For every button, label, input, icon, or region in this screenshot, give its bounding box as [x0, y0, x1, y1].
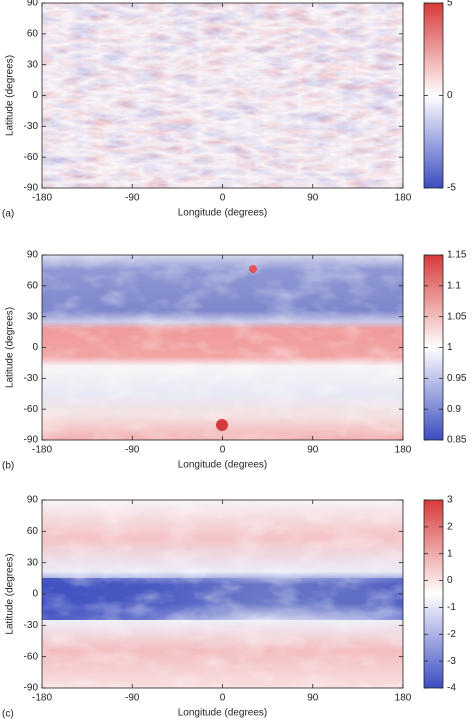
panel-label: (a): [2, 209, 14, 220]
y-tick-label: -30: [24, 121, 39, 132]
colorbar-tick-label: 1: [447, 342, 453, 353]
y-tick-label: 90: [27, 250, 39, 261]
y-axis-label: Latitude (degrees): [5, 307, 16, 388]
colorbar-tick-label: -4: [447, 683, 456, 694]
x-tick-label: -180: [32, 693, 52, 704]
x-tick-label: 90: [307, 445, 319, 456]
x-tick-label: -180: [32, 193, 52, 204]
panel-label: (b): [2, 461, 14, 472]
y-tick-label: -60: [24, 152, 39, 163]
x-tick-label: 180: [395, 693, 412, 704]
x-tick-label: 0: [220, 193, 226, 204]
y-tick-label: -90: [24, 183, 39, 194]
colorbar-tick-label: 1.1: [447, 280, 461, 291]
x-axis-label: Longitude (degrees): [178, 208, 268, 219]
colorbar-frame: [423, 499, 444, 689]
y-axis-label: Latitude (degrees): [5, 55, 16, 136]
y-axis-label: Latitude (degrees): [5, 553, 16, 634]
field-texture: [42, 255, 403, 440]
colorbar-tick-label: 2: [447, 521, 453, 532]
panel-label: (c): [2, 709, 14, 720]
y-tick-label: 60: [27, 280, 39, 291]
colorbar: [424, 255, 443, 440]
x-tick-label: 180: [395, 445, 412, 456]
colorbar-tick-label: 0.9: [447, 404, 461, 415]
colorbar: [424, 3, 443, 188]
y-tick-label: 0: [32, 90, 38, 101]
y-tick-label: -60: [24, 651, 39, 662]
colorbar-tick-label: -2: [447, 629, 456, 640]
x-axis-label: Longitude (degrees): [178, 708, 268, 719]
y-tick-label: 60: [27, 526, 39, 537]
colorbar-tick-label: 3: [447, 495, 453, 506]
field-texture: [42, 500, 403, 688]
colorbar-tick-label: -3: [447, 656, 456, 667]
colorbar-tick-label: 0: [447, 575, 453, 586]
y-tick-label: -60: [24, 404, 39, 415]
y-tick-label: 30: [27, 59, 39, 70]
colorbar-tick-label: 0: [447, 90, 453, 101]
field-texture: [42, 3, 403, 188]
y-tick-label: 90: [27, 495, 39, 506]
colorbar-tick-label: 0.85: [447, 435, 467, 446]
y-tick-label: -90: [24, 683, 39, 694]
x-tick-label: 0: [220, 693, 226, 704]
y-tick-label: -90: [24, 435, 39, 446]
colorbar-tick-label: 0.95: [447, 373, 467, 384]
colorbar-tick-label: 1.15: [447, 250, 467, 261]
colorbar-tick-label: 1.05: [447, 311, 467, 322]
y-tick-label: 60: [27, 28, 39, 39]
y-tick-label: -30: [24, 373, 39, 384]
colorbar-tick-label: 5: [447, 0, 453, 9]
colorbar-tick-label: -5: [447, 183, 456, 194]
y-tick-label: 30: [27, 311, 39, 322]
y-tick-label: -30: [24, 620, 39, 631]
y-tick-label: 0: [32, 342, 38, 353]
x-tick-label: 180: [395, 193, 412, 204]
x-tick-label: 0: [220, 445, 226, 456]
colorbar: [424, 500, 443, 688]
colorbar-tick-label: -1: [447, 602, 456, 613]
colorbar-tick-label: 1: [447, 548, 453, 559]
y-tick-label: 30: [27, 557, 39, 568]
x-tick-label: -90: [125, 693, 140, 704]
x-tick-label: 90: [307, 193, 319, 204]
x-tick-label: 90: [307, 693, 319, 704]
x-axis-label: Longitude (degrees): [178, 460, 268, 471]
y-tick-label: 0: [32, 589, 38, 600]
x-tick-label: -180: [32, 445, 52, 456]
y-tick-label: 90: [27, 0, 39, 9]
x-tick-label: -90: [125, 193, 140, 204]
x-tick-label: -90: [125, 445, 140, 456]
